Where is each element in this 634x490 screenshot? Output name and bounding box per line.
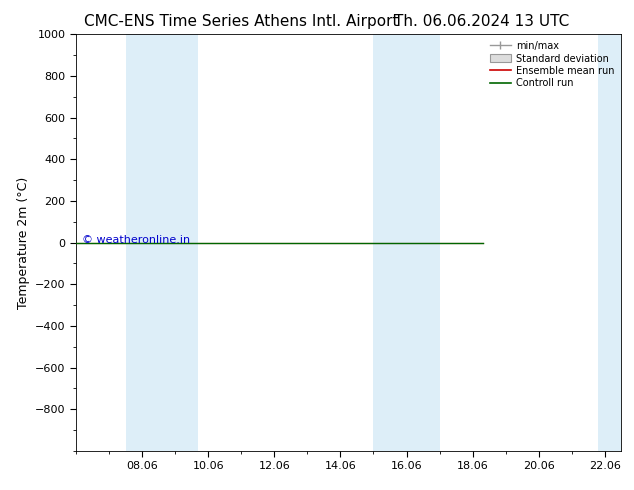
Bar	[598, 34, 621, 451]
Text: CMC-ENS Time Series Athens Intl. Airport: CMC-ENS Time Series Athens Intl. Airport	[84, 14, 398, 29]
Text: Th. 06.06.2024 13 UTC: Th. 06.06.2024 13 UTC	[394, 14, 569, 29]
Legend: min/max, Standard deviation, Ensemble mean run, Controll run: min/max, Standard deviation, Ensemble me…	[488, 39, 616, 90]
Bar	[126, 34, 198, 451]
Y-axis label: Temperature 2m (°C): Temperature 2m (°C)	[16, 176, 30, 309]
Text: © weatheronline.in: © weatheronline.in	[82, 236, 190, 245]
Bar	[373, 34, 439, 451]
